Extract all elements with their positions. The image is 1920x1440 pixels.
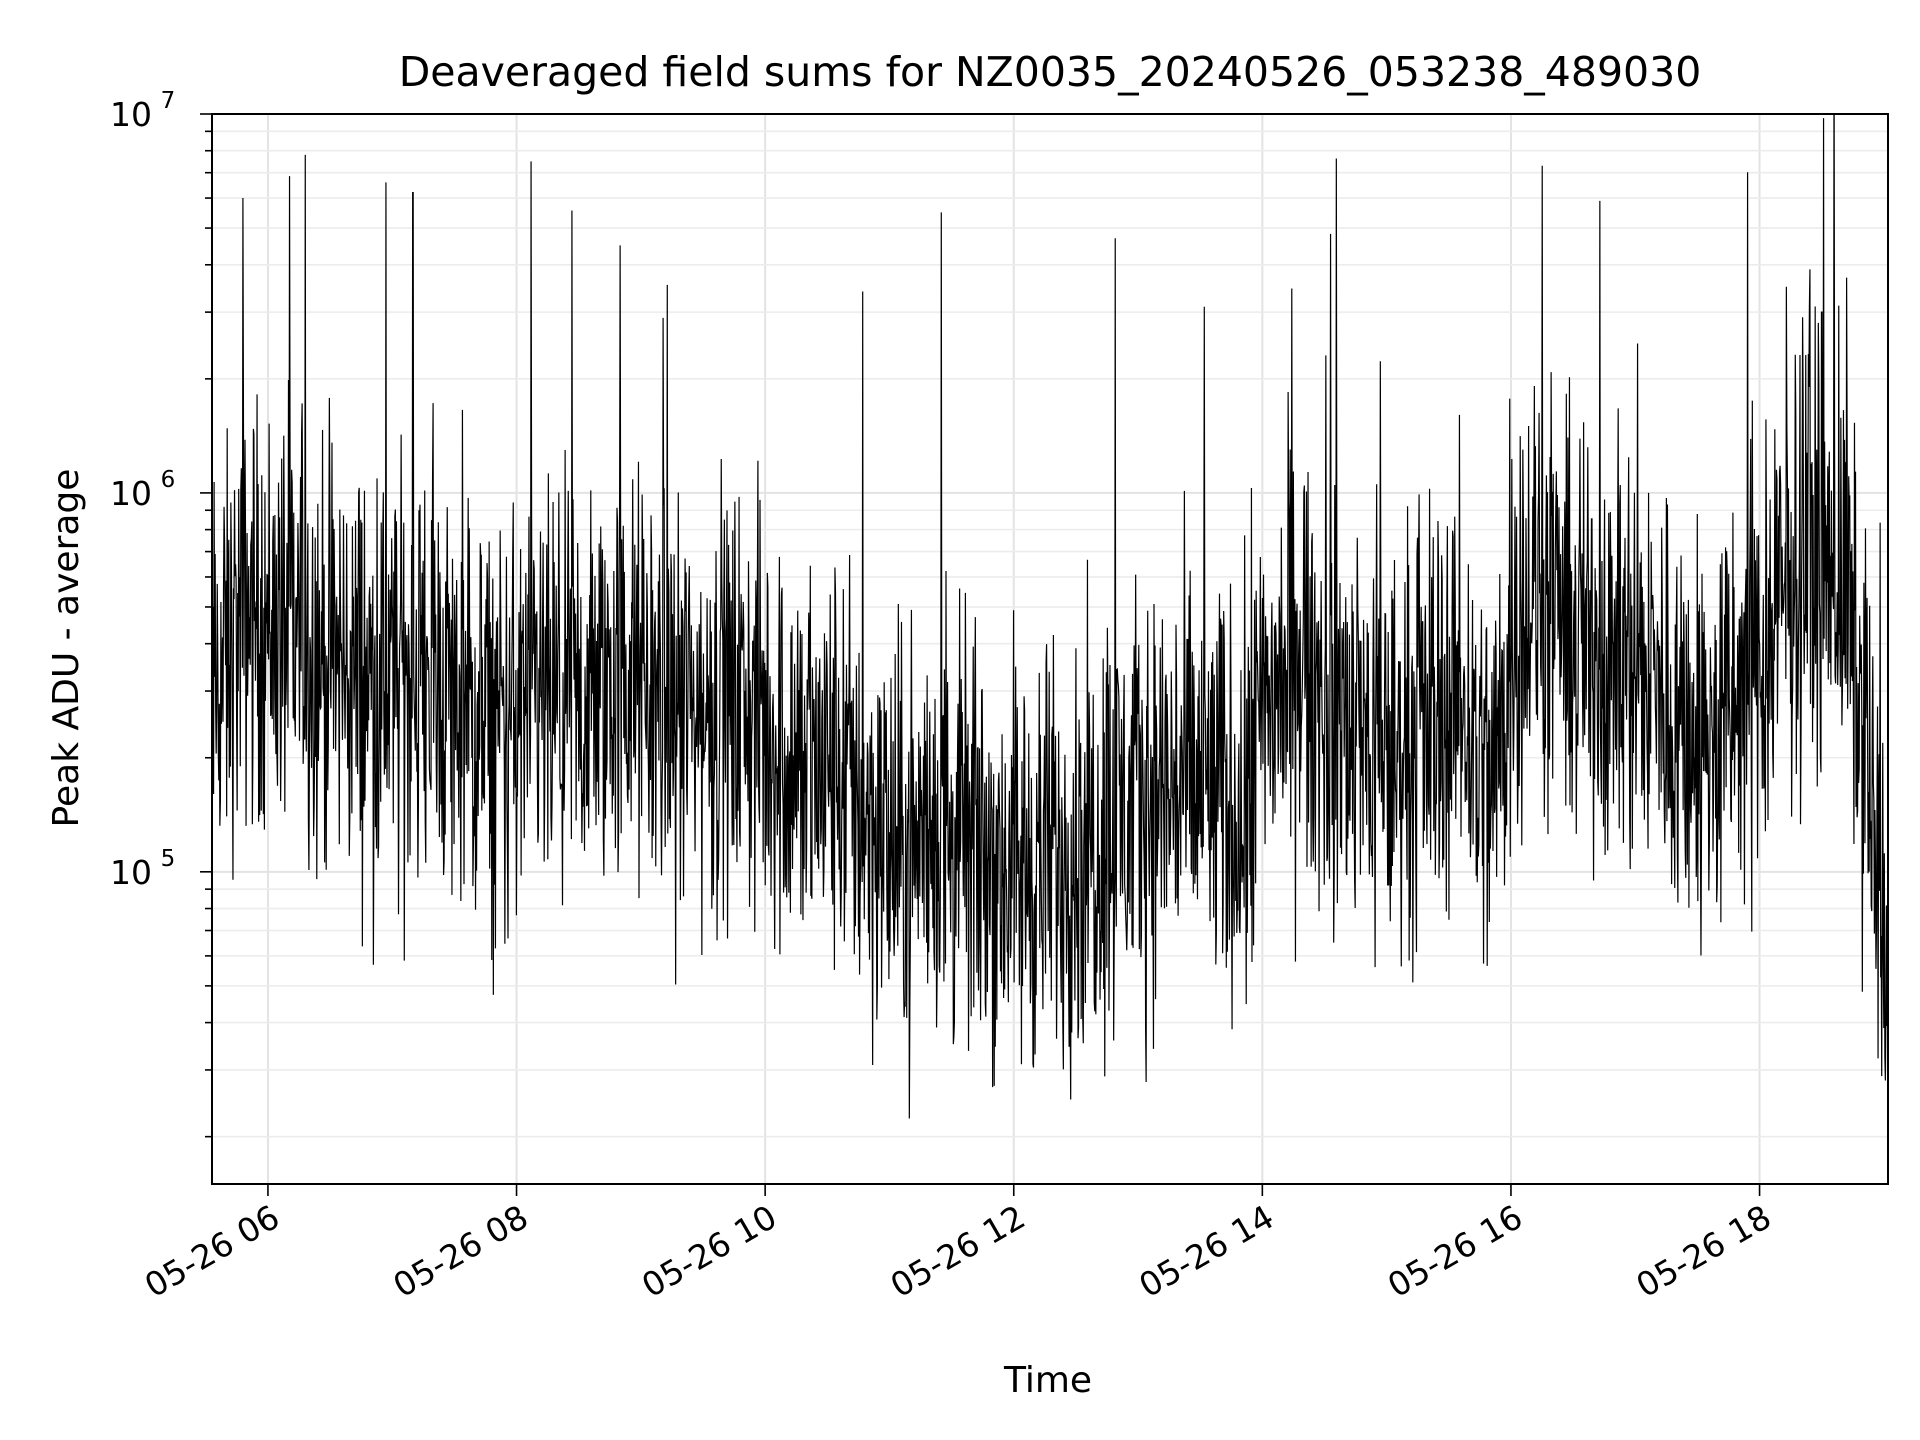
- y-tick-label-base: 10: [110, 853, 152, 892]
- plot-area: [212, 114, 1888, 1136]
- series-line: [212, 114, 1888, 1136]
- y-axis: 10 5 10 6 10 7: [110, 88, 212, 1138]
- plot-frame: [211, 113, 1889, 1185]
- y-tick-label: 10 7: [110, 88, 175, 134]
- y-tick-label: 10 6: [110, 467, 175, 513]
- y-tick-label-exponent: 5: [161, 846, 176, 872]
- y-tick-label: 10 5: [110, 846, 175, 892]
- x-axis-label: Time: [1003, 1360, 1092, 1401]
- y-tick-label-exponent: 7: [161, 88, 176, 114]
- y-tick-label-base: 10: [110, 95, 152, 134]
- y-tick-label-base: 10: [110, 474, 152, 513]
- chart-title: Deaveraged field sums for NZ0035_2024052…: [399, 48, 1702, 96]
- y-tick-label-exponent: 6: [161, 467, 176, 493]
- y-axis-label: Peak ADU - average: [46, 469, 87, 828]
